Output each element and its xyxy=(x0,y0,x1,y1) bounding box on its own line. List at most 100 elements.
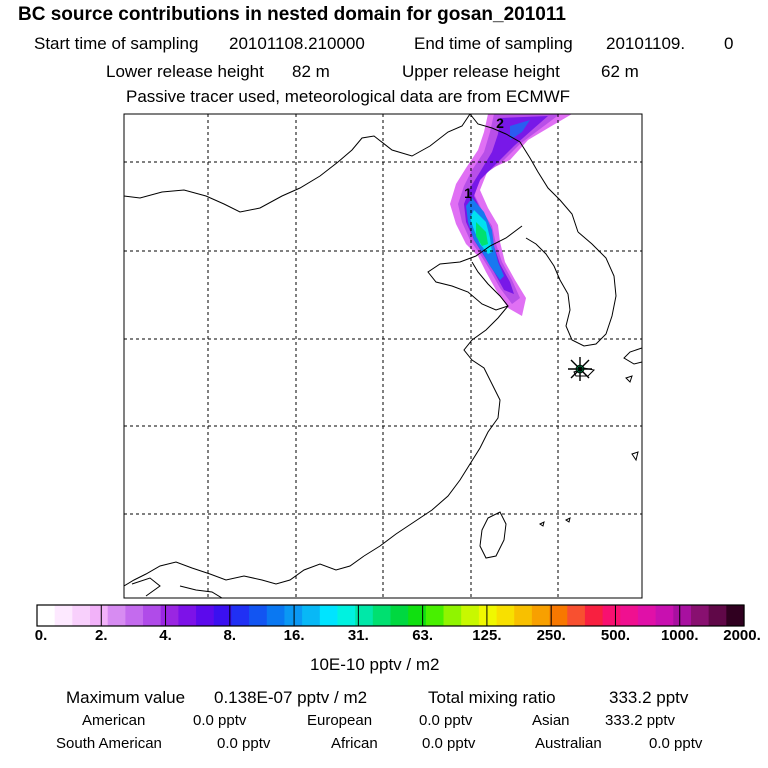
colorbar-cell xyxy=(726,605,745,626)
colorbar-cell xyxy=(443,605,462,626)
lower-release-label: Lower release height xyxy=(106,62,264,81)
coast-hainan-area xyxy=(179,585,223,598)
colorbar-cell xyxy=(160,605,179,626)
plume-mid xyxy=(458,114,560,304)
colorbar-cell xyxy=(496,605,515,626)
colorbar-cell xyxy=(461,605,480,626)
colorbar-tick-label: 63. xyxy=(412,627,434,644)
colorbar-cell xyxy=(549,605,568,626)
region-value-european: 0.0 pptv xyxy=(419,712,473,729)
colorbar-cell xyxy=(266,605,286,626)
total-mixing-label: Total mixing ratio xyxy=(428,688,556,707)
colorbar-cell xyxy=(213,605,233,626)
graticule xyxy=(124,114,642,598)
region-name-african: African xyxy=(331,735,378,752)
colorbar-cell xyxy=(72,605,91,626)
end-time-suffix: 0 xyxy=(724,34,734,53)
max-value-label: Maximum value xyxy=(66,688,186,707)
region-name-australian: Australian xyxy=(535,735,602,752)
colorbar-cell xyxy=(231,605,250,626)
colorbar-tick-label: 250. xyxy=(536,627,566,644)
total-mixing-value: 333.2 pptv xyxy=(609,688,689,707)
colorbar-cell xyxy=(390,605,409,626)
colorbar-cell xyxy=(284,605,303,626)
colorbar-cell xyxy=(319,605,339,626)
coast-northeast xyxy=(469,114,579,233)
colorbar-cells xyxy=(37,605,745,626)
small-island-4 xyxy=(565,517,571,523)
upper-release-label: Upper release height xyxy=(402,62,560,81)
region-value-australian: 0.0 pptv xyxy=(649,735,703,752)
region-value-south-american: 0.0 pptv xyxy=(217,735,271,752)
colorbar-cell xyxy=(196,605,215,626)
asterisk-station-icon xyxy=(568,357,592,381)
region-name-american: American xyxy=(82,712,146,729)
coast-korea xyxy=(525,231,617,347)
colorbar-tick-label: 16. xyxy=(283,627,305,644)
colorbar-cell xyxy=(425,605,445,626)
page-title: BC source contributions in nested domain… xyxy=(18,4,566,25)
colorbar-cell xyxy=(355,605,374,626)
colorbar-cell xyxy=(514,605,533,626)
plume-core xyxy=(476,222,488,246)
colorbar-tick-label: 2. xyxy=(95,627,108,644)
colorbar-unit: 10E-10 pptv / m2 xyxy=(310,655,440,674)
colorbar-tick-label: 31. xyxy=(347,627,369,644)
coast-south-china xyxy=(124,555,365,587)
start-time-value: 20101108.210000 xyxy=(229,34,365,53)
coast-japan-west xyxy=(623,347,642,365)
end-time-value: 20101109. xyxy=(606,34,686,53)
coast-interior-1 xyxy=(131,577,161,597)
small-island-1 xyxy=(625,375,633,383)
coastlines xyxy=(124,114,642,598)
contour-label-1: 1 xyxy=(464,185,472,201)
colorbar-cell xyxy=(567,605,586,626)
colorbar-cell xyxy=(178,605,197,626)
colorbar-cell xyxy=(478,605,498,626)
upper-release-value: 62 m xyxy=(601,62,639,81)
colorbar-cell xyxy=(54,605,73,626)
colorbar-cell xyxy=(372,605,392,626)
colorbar-tick-label: 500. xyxy=(600,627,631,644)
region-value-asian: 333.2 pptv xyxy=(605,712,676,729)
region-name-european: European xyxy=(307,712,373,729)
coast-north-border xyxy=(124,114,471,213)
tracer-note: Passive tracer used, meteorological data… xyxy=(126,87,571,106)
colorbar-cell xyxy=(655,605,674,626)
start-time-label: Start time of sampling xyxy=(34,34,199,53)
colorbar-frame xyxy=(36,604,745,627)
colorbar-cell xyxy=(107,605,126,626)
taiwan-island xyxy=(479,511,507,559)
region-value-african: 0.0 pptv xyxy=(422,735,476,752)
colorbar-cell xyxy=(620,605,639,626)
colorbar-cell xyxy=(673,605,692,626)
contour-label-2: 2 xyxy=(496,115,504,131)
colorbar-cell xyxy=(708,605,727,626)
colorbar-cell xyxy=(37,605,56,626)
small-island-2 xyxy=(631,451,639,462)
colorbar-tick-label: 1000. xyxy=(660,627,699,644)
plume-top-blue xyxy=(510,120,530,140)
colorbar-tick-label: 0. xyxy=(34,627,48,644)
map-frame xyxy=(123,113,643,599)
colorbar-cell xyxy=(249,605,268,626)
colorbar-cell xyxy=(143,605,162,626)
colorbar-cell xyxy=(637,605,657,626)
colorbar-tick-label: 8. xyxy=(223,627,237,644)
coast-bohai xyxy=(427,225,523,311)
end-time-label: End time of sampling xyxy=(414,34,573,53)
max-value: 0.138E-07 pptv / m2 xyxy=(214,688,368,707)
colorbar-cell xyxy=(584,605,604,626)
region-name-asian: Asian xyxy=(532,712,570,729)
colorbar-cell xyxy=(408,605,427,626)
region-value-american: 0.0 pptv xyxy=(193,712,247,729)
colorbar-cell xyxy=(531,605,551,626)
region-name-south-american: South American xyxy=(56,735,162,752)
colorbar-dividers xyxy=(100,605,681,626)
colorbar-cell xyxy=(90,605,109,626)
colorbar-cell xyxy=(690,605,710,626)
colorbar-cell xyxy=(302,605,321,626)
small-island-3 xyxy=(539,521,545,527)
